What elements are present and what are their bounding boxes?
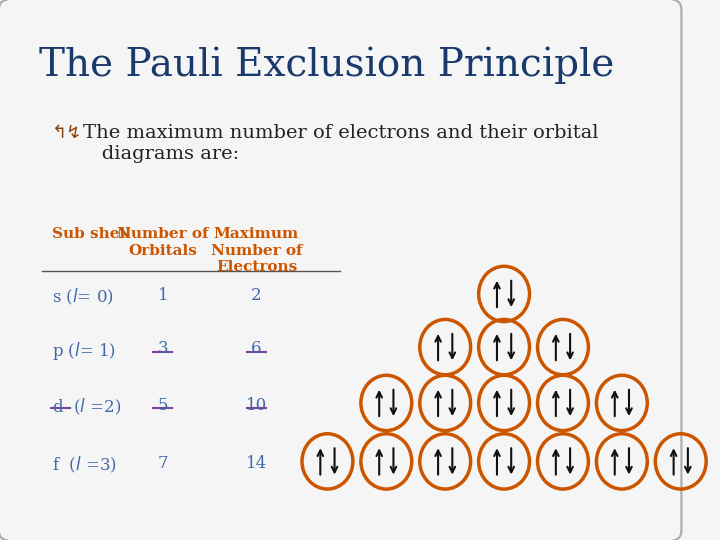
- Text: 3: 3: [158, 340, 168, 357]
- Text: The Pauli Exclusion Principle: The Pauli Exclusion Principle: [39, 46, 614, 84]
- Text: 7: 7: [158, 455, 168, 472]
- Text: 1: 1: [158, 287, 168, 304]
- Text: 10: 10: [246, 396, 267, 414]
- Text: 6: 6: [251, 340, 262, 357]
- Text: f  ($\it{l}$ =3): f ($\it{l}$ =3): [53, 455, 117, 475]
- Text: Number of
Orbitals: Number of Orbitals: [117, 227, 209, 258]
- Text: Sub shell: Sub shell: [53, 227, 132, 241]
- Text: 2: 2: [251, 287, 262, 304]
- Text: ↰↯: ↰↯: [53, 124, 83, 142]
- Text: 5: 5: [158, 396, 168, 414]
- Text: 14: 14: [246, 455, 267, 472]
- Text: s ($\it{l}$= 0): s ($\it{l}$= 0): [53, 287, 114, 307]
- FancyBboxPatch shape: [0, 0, 681, 540]
- Text: The maximum number of electrons and their orbital
   diagrams are:: The maximum number of electrons and thei…: [83, 124, 598, 163]
- Text: d  ($\it{l}$ =2): d ($\it{l}$ =2): [53, 396, 122, 417]
- Text: p ($\it{l}$= 1): p ($\it{l}$= 1): [53, 340, 117, 362]
- Text: Maximum
Number of
Electrons: Maximum Number of Electrons: [211, 227, 302, 274]
